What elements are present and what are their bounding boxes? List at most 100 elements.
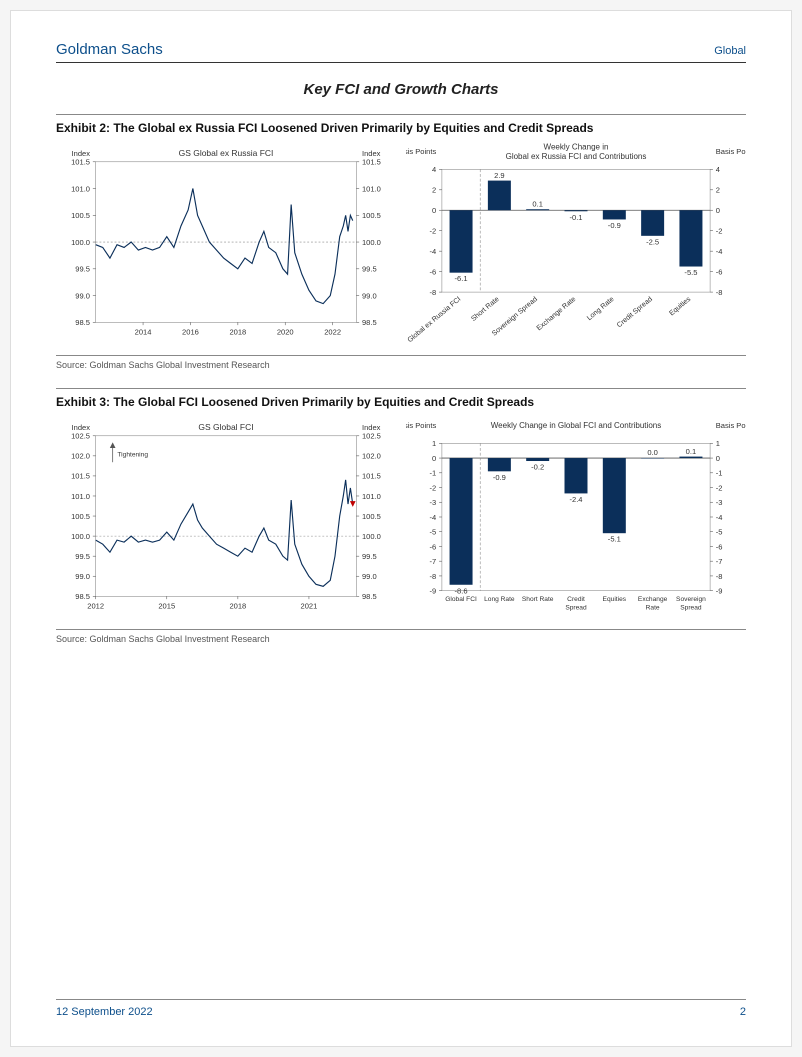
svg-text:99.0: 99.0 <box>75 291 90 300</box>
svg-text:-4: -4 <box>430 247 437 256</box>
svg-text:0: 0 <box>716 206 720 215</box>
svg-text:-9: -9 <box>716 586 723 595</box>
svg-text:-9: -9 <box>430 586 437 595</box>
svg-text:Credit Spread: Credit Spread <box>615 295 654 329</box>
svg-text:Sovereign: Sovereign <box>676 596 706 603</box>
svg-text:-6: -6 <box>716 267 723 276</box>
svg-text:99.5: 99.5 <box>75 552 90 561</box>
svg-text:100.0: 100.0 <box>362 238 381 247</box>
svg-text:-2.5: -2.5 <box>646 237 659 246</box>
svg-text:Short Rate: Short Rate <box>470 295 501 323</box>
svg-text:-3: -3 <box>716 498 723 507</box>
svg-text:Long Rate: Long Rate <box>484 596 515 603</box>
svg-text:-2.4: -2.4 <box>569 495 582 504</box>
exhibit-3-title: Exhibit 3: The Global FCI Loosened Drive… <box>56 395 746 409</box>
svg-text:Rate: Rate <box>646 604 660 611</box>
exhibit-3-source: Source: Goldman Sachs Global Investment … <box>56 629 746 644</box>
svg-text:-4: -4 <box>716 513 723 522</box>
footer-date: 12 September 2022 <box>56 1006 153 1018</box>
svg-text:2016: 2016 <box>182 328 199 337</box>
exhibit-2: Exhibit 2: The Global ex Russia FCI Loos… <box>56 114 746 349</box>
svg-text:Global FCI: Global FCI <box>445 596 477 603</box>
svg-text:99.5: 99.5 <box>75 265 90 274</box>
svg-text:4: 4 <box>432 165 436 174</box>
svg-text:-1: -1 <box>716 468 723 477</box>
svg-text:101.0: 101.0 <box>362 184 381 193</box>
svg-text:4: 4 <box>716 165 720 174</box>
svg-text:2018: 2018 <box>229 328 246 337</box>
svg-text:-1: -1 <box>430 468 437 477</box>
svg-text:98.5: 98.5 <box>362 318 377 327</box>
svg-text:-6: -6 <box>430 267 437 276</box>
svg-text:2.9: 2.9 <box>494 171 505 180</box>
svg-text:Index: Index <box>362 423 381 432</box>
svg-text:Index: Index <box>362 149 381 158</box>
svg-text:101.0: 101.0 <box>71 492 90 501</box>
svg-text:Basis Points: Basis Points <box>716 147 746 156</box>
svg-text:2015: 2015 <box>158 601 175 610</box>
svg-text:-5: -5 <box>716 527 723 536</box>
svg-text:100.0: 100.0 <box>362 532 381 541</box>
svg-text:99.0: 99.0 <box>362 291 377 300</box>
page-header: Goldman Sachs Global <box>56 41 746 63</box>
svg-text:100.5: 100.5 <box>71 512 90 521</box>
svg-text:101.5: 101.5 <box>71 472 90 481</box>
svg-text:-5.1: -5.1 <box>608 534 621 543</box>
svg-text:99.0: 99.0 <box>75 572 90 581</box>
svg-text:-8: -8 <box>430 288 437 297</box>
svg-text:Index: Index <box>72 149 91 158</box>
svg-text:2: 2 <box>716 186 720 195</box>
svg-text:2022: 2022 <box>324 328 341 337</box>
svg-text:0: 0 <box>716 454 720 463</box>
exhibit-3-line-chart: 98.598.599.099.099.599.5100.0100.0100.51… <box>56 415 396 623</box>
svg-text:-8: -8 <box>430 572 437 581</box>
svg-text:98.5: 98.5 <box>75 318 90 327</box>
svg-text:-0.2: -0.2 <box>531 462 544 471</box>
svg-text:Tightening: Tightening <box>117 451 148 458</box>
svg-text:2021: 2021 <box>301 601 318 610</box>
svg-text:0.0: 0.0 <box>647 448 658 457</box>
svg-text:Long Rate: Long Rate <box>585 295 615 322</box>
svg-text:101.5: 101.5 <box>71 158 90 167</box>
svg-text:0.1: 0.1 <box>686 447 697 456</box>
svg-text:101.5: 101.5 <box>362 158 381 167</box>
exhibit-2-charts: 98.598.599.099.099.599.5100.0100.0100.51… <box>56 141 746 349</box>
svg-text:99.0: 99.0 <box>362 572 377 581</box>
svg-text:102.5: 102.5 <box>71 431 90 440</box>
svg-text:GS Global ex Russia FCI: GS Global ex Russia FCI <box>179 148 274 158</box>
svg-text:2014: 2014 <box>135 328 152 337</box>
svg-text:2012: 2012 <box>87 601 104 610</box>
svg-text:-8.6: -8.6 <box>455 586 468 595</box>
footer-page-number: 2 <box>740 1006 746 1018</box>
svg-text:100.5: 100.5 <box>362 211 381 220</box>
svg-text:98.5: 98.5 <box>362 592 377 601</box>
svg-text:1: 1 <box>716 439 720 448</box>
svg-text:-7: -7 <box>430 557 437 566</box>
svg-text:102.0: 102.0 <box>71 451 90 460</box>
svg-text:102.0: 102.0 <box>362 451 381 460</box>
svg-text:-0.9: -0.9 <box>608 221 621 230</box>
svg-text:-3: -3 <box>430 498 437 507</box>
svg-text:Global ex Russia FCI: Global ex Russia FCI <box>406 295 462 344</box>
svg-text:2018: 2018 <box>229 601 246 610</box>
svg-text:-2: -2 <box>716 227 723 236</box>
svg-text:100.0: 100.0 <box>71 238 90 247</box>
svg-text:Basis Points: Basis Points <box>406 421 436 430</box>
svg-text:Weekly Change in: Weekly Change in <box>544 142 609 151</box>
svg-text:GS Global FCI: GS Global FCI <box>198 422 253 432</box>
svg-text:Spread: Spread <box>680 604 702 611</box>
svg-text:2: 2 <box>432 186 436 195</box>
page-footer: 12 September 2022 2 <box>56 999 746 1018</box>
svg-text:-4: -4 <box>716 247 723 256</box>
svg-text:-8: -8 <box>716 572 723 581</box>
svg-text:2020: 2020 <box>277 328 294 337</box>
exhibit-2-source: Source: Goldman Sachs Global Investment … <box>56 355 746 370</box>
svg-text:100.5: 100.5 <box>362 512 381 521</box>
svg-text:-2: -2 <box>430 227 437 236</box>
exhibit-3-charts: 98.598.599.099.099.599.5100.0100.0100.51… <box>56 415 746 623</box>
exhibit-2-title: Exhibit 2: The Global ex Russia FCI Loos… <box>56 121 746 135</box>
svg-text:Index: Index <box>72 423 91 432</box>
svg-text:101.0: 101.0 <box>71 184 90 193</box>
svg-text:1: 1 <box>432 439 436 448</box>
brand-name: Goldman Sachs <box>56 41 163 58</box>
